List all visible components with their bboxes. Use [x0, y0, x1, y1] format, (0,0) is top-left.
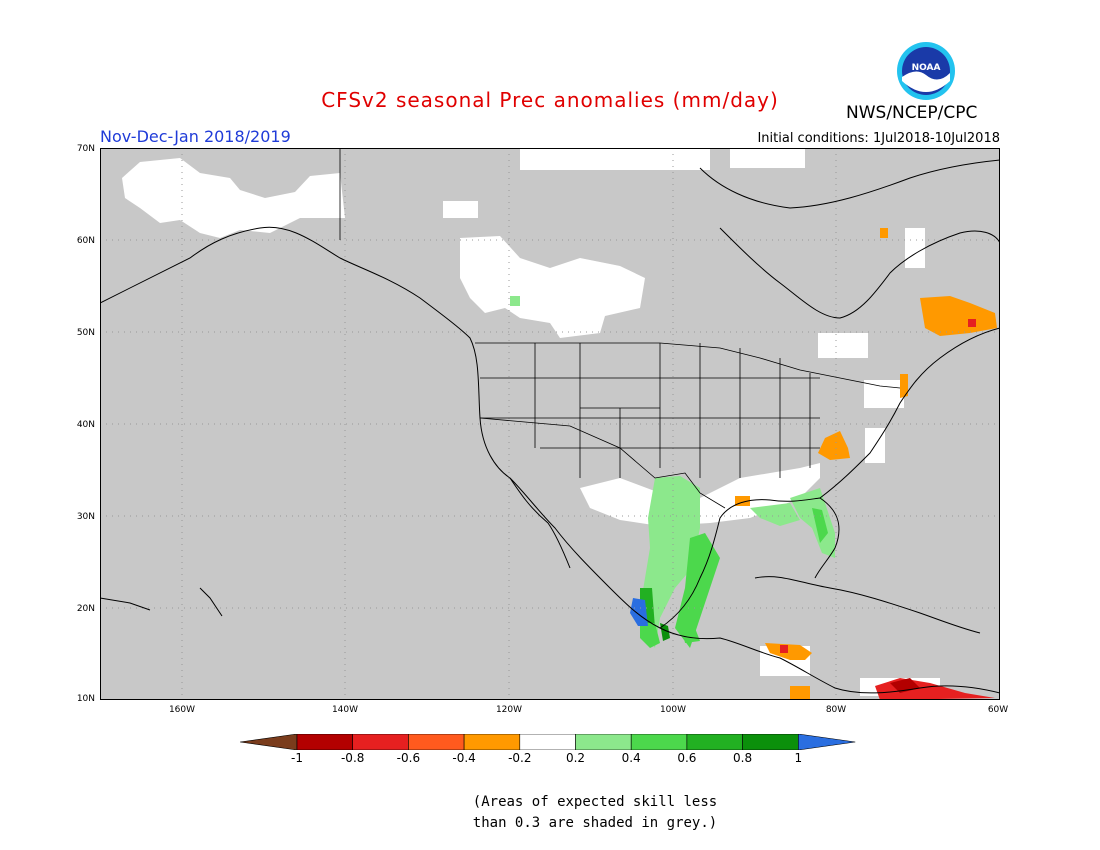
precip-anomaly-map	[100, 148, 1000, 700]
colorbar-tick-label: 0.6	[677, 751, 697, 765]
lat-label: 10N	[76, 694, 95, 704]
political-borders	[339, 148, 901, 509]
skill-footnote: (Areas of expected skill less than 0.3 a…	[0, 792, 1100, 834]
colorbar-tick-label: 0.4	[621, 751, 641, 765]
colorbar-arrow-left	[240, 734, 298, 750]
footnote-line-1: (Areas of expected skill less	[472, 794, 718, 810]
colorbar-arrow-right	[797, 734, 856, 750]
strong-positive-area	[630, 598, 648, 626]
colorbar-tick-label: -1	[291, 751, 303, 765]
colorbar-box	[686, 734, 743, 750]
lon-label: 80W	[825, 705, 847, 715]
colorbar-tick-label: -0.8	[340, 751, 365, 765]
footnote-line-2: than 0.3 are shaded in grey.)	[472, 815, 718, 831]
lon-label: 100W	[659, 705, 687, 715]
lon-label: 160W	[168, 705, 196, 715]
colorbar-tick-label: 1	[794, 751, 803, 765]
colorbar-box	[408, 734, 465, 750]
colorbar-box	[296, 734, 354, 750]
lat-label: 30N	[76, 512, 95, 522]
lat-label: 20N	[76, 604, 95, 614]
graticule	[100, 148, 1000, 700]
colorbar-tick-label: -0.2	[508, 751, 532, 765]
colorbar-box	[519, 734, 576, 750]
colorbar-tick-label: -0.6	[396, 751, 421, 765]
colorbar-tick-label: 0.8	[733, 751, 753, 765]
map-frame	[100, 148, 1000, 700]
colorbar-tick-label: 0.2	[565, 751, 586, 765]
positive-anomaly-areas	[510, 296, 835, 648]
logo-text: NOAA	[912, 63, 941, 73]
lat-label: 60N	[76, 236, 95, 246]
negative-anomaly-areas	[735, 228, 997, 700]
agency-label: NWS/NCEP/CPC	[846, 103, 978, 123]
lat-label: 70N	[76, 144, 95, 154]
colorbar-box	[742, 734, 799, 750]
lat-label: 40N	[76, 420, 95, 430]
noaa-logo-icon: NOAA	[897, 42, 955, 100]
lon-label: 60W	[987, 705, 1009, 715]
coastlines	[100, 159, 1000, 694]
colorbar-tick-label: -0.4	[452, 751, 476, 765]
neutral-anomaly-areas	[122, 148, 940, 696]
colorbar-box	[575, 734, 632, 750]
colorbar	[240, 734, 856, 750]
colorbar-box	[630, 734, 688, 750]
lon-label: 120W	[495, 705, 523, 715]
lat-label: 50N	[76, 328, 95, 338]
lon-label: 140W	[331, 705, 359, 715]
chart-title: CFSv2 seasonal Prec anomalies (mm/day)	[321, 88, 779, 112]
season-label: Nov-Dec-Jan 2018/2019	[100, 127, 291, 146]
colorbar-box	[352, 734, 409, 750]
initial-conditions-label: Initial conditions: 1Jul2018-10Jul2018	[757, 131, 1000, 146]
colorbar-box	[463, 734, 521, 750]
